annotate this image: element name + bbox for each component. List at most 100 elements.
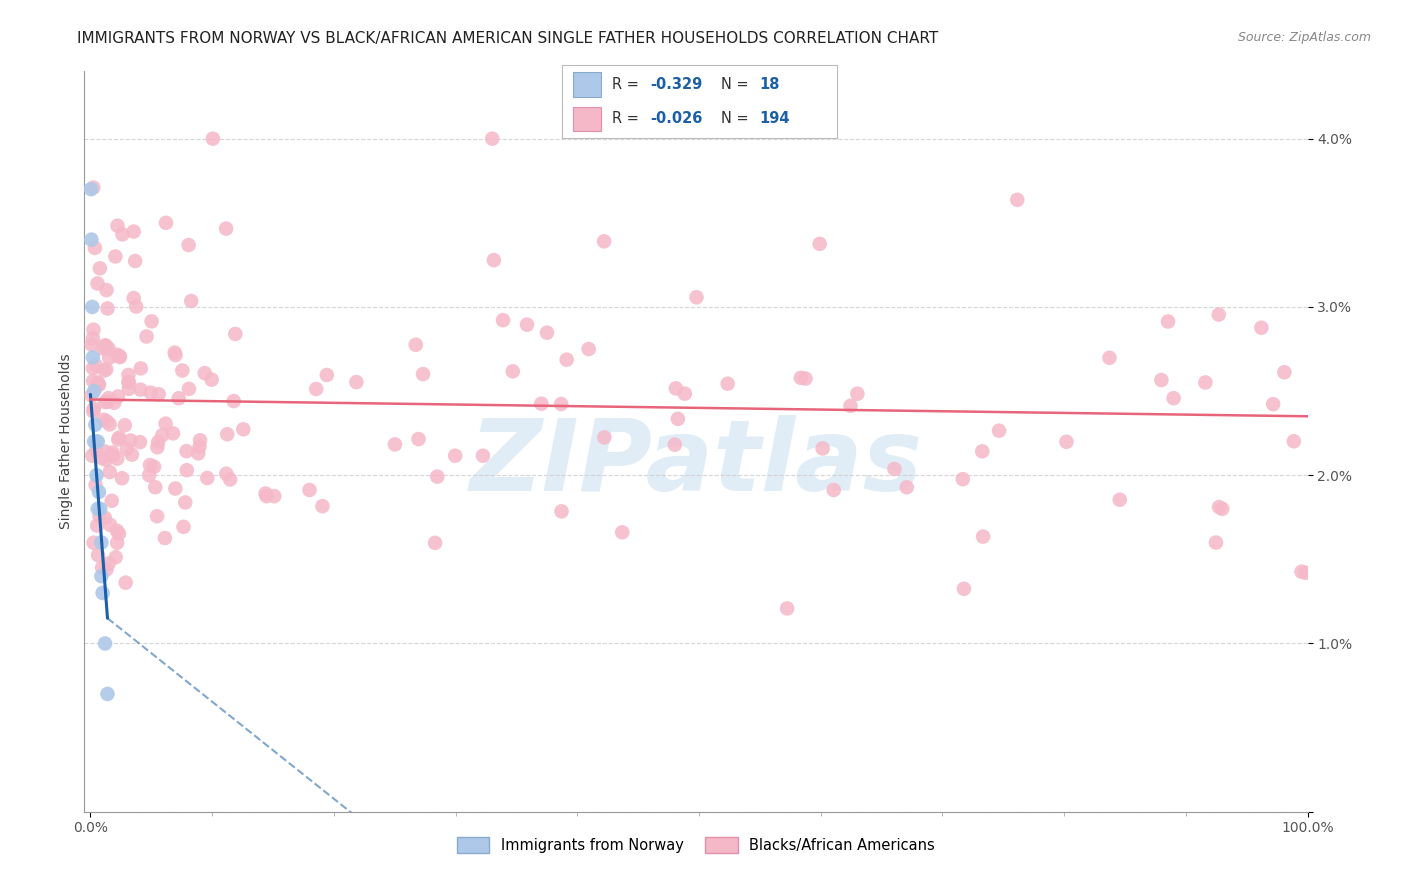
- Point: [177, 238, 200, 252]
- Point: [217, 427, 239, 442]
- Point: [97, 557, 120, 571]
- Text: -0.026: -0.026: [650, 111, 703, 126]
- Text: 194: 194: [759, 111, 790, 126]
- FancyBboxPatch shape: [574, 107, 600, 131]
- Point: [1157, 315, 1180, 329]
- Point: [444, 449, 467, 463]
- Point: [87, 376, 110, 390]
- Point: [176, 444, 198, 458]
- Point: [105, 348, 128, 362]
- Point: [82, 351, 104, 365]
- Point: [90, 569, 112, 583]
- Point: [593, 430, 616, 444]
- Point: [96, 362, 118, 376]
- Point: [612, 525, 634, 540]
- Point: [482, 253, 505, 268]
- Point: [188, 440, 211, 454]
- Point: [1205, 535, 1227, 549]
- Text: R =: R =: [612, 77, 644, 92]
- Point: [82, 404, 104, 418]
- Point: [201, 131, 224, 145]
- Point: [665, 381, 688, 395]
- Point: [384, 437, 406, 451]
- Point: [83, 241, 105, 255]
- Point: [988, 424, 1011, 438]
- Point: [305, 382, 328, 396]
- Point: [578, 342, 600, 356]
- Point: [666, 412, 689, 426]
- Point: [115, 442, 138, 457]
- Point: [143, 459, 166, 474]
- Point: [84, 478, 107, 492]
- Point: [129, 435, 152, 450]
- Point: [315, 368, 337, 382]
- Point: [883, 462, 905, 476]
- Point: [1263, 397, 1285, 411]
- Point: [111, 471, 134, 485]
- Point: [165, 482, 187, 496]
- Point: [96, 283, 118, 297]
- Point: [530, 397, 553, 411]
- Point: [794, 371, 817, 385]
- Point: [143, 480, 166, 494]
- Point: [94, 444, 117, 458]
- Point: [87, 501, 110, 516]
- Point: [84, 443, 107, 458]
- Point: [141, 314, 163, 328]
- Point: [129, 361, 152, 376]
- Point: [180, 293, 202, 308]
- Point: [107, 389, 129, 403]
- Point: [87, 378, 110, 392]
- Point: [263, 489, 285, 503]
- Point: [117, 375, 139, 389]
- Point: [1150, 373, 1173, 387]
- Point: [155, 417, 177, 431]
- Point: [125, 300, 148, 314]
- Point: [80, 337, 103, 351]
- Point: [82, 361, 104, 376]
- Point: [823, 483, 845, 497]
- Point: [96, 562, 118, 576]
- Point: [118, 382, 141, 396]
- Point: [98, 517, 121, 532]
- Point: [405, 338, 427, 352]
- Point: [163, 345, 186, 359]
- Point: [122, 225, 145, 239]
- Point: [344, 375, 367, 389]
- Point: [1250, 320, 1272, 334]
- Point: [1291, 565, 1313, 579]
- Point: [215, 221, 238, 235]
- Point: [104, 249, 127, 264]
- Point: [121, 448, 143, 462]
- Point: [87, 485, 110, 500]
- Point: [98, 417, 121, 432]
- Point: [138, 468, 160, 483]
- Point: [80, 388, 103, 402]
- Point: [105, 536, 128, 550]
- Point: [176, 463, 198, 477]
- Point: [103, 396, 125, 410]
- Point: [80, 182, 103, 196]
- Point: [96, 415, 118, 429]
- Point: [1098, 351, 1121, 365]
- Point: [86, 277, 108, 291]
- Point: [972, 530, 994, 544]
- Point: [91, 342, 114, 356]
- Point: [87, 434, 110, 449]
- Point: [187, 446, 209, 460]
- Point: [174, 495, 197, 509]
- Point: [84, 359, 107, 373]
- Point: [98, 465, 121, 479]
- Point: [811, 442, 834, 456]
- Point: [86, 468, 108, 483]
- Legend: Immigrants from Norway, Blacks/African Americans: Immigrants from Norway, Blacks/African A…: [450, 830, 942, 860]
- Text: 18: 18: [759, 77, 780, 92]
- Point: [153, 531, 176, 545]
- Point: [91, 560, 114, 574]
- Point: [82, 180, 104, 194]
- Point: [89, 501, 111, 516]
- Point: [118, 376, 141, 390]
- Point: [139, 458, 162, 472]
- Point: [481, 131, 503, 145]
- Point: [97, 342, 120, 356]
